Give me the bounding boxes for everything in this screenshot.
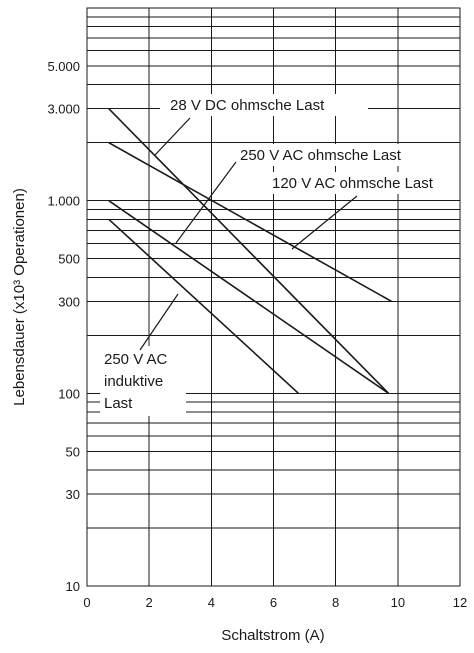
- annotation-28v-dc-leader: [154, 117, 191, 156]
- y-tick-label: 30: [66, 487, 80, 502]
- annotation-250v-ac-induktiv-line2: induktive: [104, 373, 163, 390]
- annotation-28v-dc: 28 V DC ohmsche Last: [154, 94, 368, 156]
- series-line-1: [108, 108, 390, 394]
- annotation-250v-ac-induktiv-line1: 250 V AC: [104, 351, 168, 368]
- plot-frame: [86, 7, 461, 587]
- y-tick-label: 3.000: [47, 102, 80, 117]
- x-axis-title: Schaltstrom (A): [221, 627, 324, 644]
- annotation-120v-ac: 120 V AC ohmsche Last: [268, 172, 460, 250]
- x-tick-label: 4: [208, 595, 215, 610]
- series-lines: [108, 108, 392, 394]
- y-tick-label: 10: [66, 579, 80, 594]
- series-line-4: [108, 218, 299, 394]
- annotation-250v-ac-ohmsch: 250 V AC ohmsche Last: [175, 144, 465, 244]
- series-line-2: [108, 142, 392, 303]
- y-tick-label: 1.000: [47, 194, 80, 209]
- x-tick-label: 10: [391, 595, 405, 610]
- x-tick-label: 2: [146, 595, 153, 610]
- y-axis-title: Lebensdauer (x10³ Operationen): [11, 188, 28, 406]
- annotation-250v-ac-induktiv-line3: Last: [104, 395, 133, 412]
- tick-labels: 0 2 4 6 8 10 12 10 30 50 100 300 500 1.000 3.000 5.000: [47, 59, 467, 610]
- y-tick-label: 100: [58, 386, 80, 401]
- x-tick-label: 12: [453, 595, 467, 610]
- grid: [87, 8, 460, 586]
- annotations: 28 V DC ohmsche Last 250 V AC ohmsche La…: [100, 94, 465, 416]
- annotation-250v-ac-induktiv-leader: [139, 293, 179, 351]
- annotation-120v-ac-text: 120 V AC ohmsche Last: [272, 175, 434, 192]
- annotation-250v-ac-ohmsch-leader: [175, 161, 237, 244]
- annotation-250v-ac-induktiv: 250 V AC induktive Last: [100, 293, 186, 416]
- x-tick-label: 8: [332, 595, 339, 610]
- y-tick-label: 50: [66, 444, 80, 459]
- series-line-3: [108, 200, 389, 394]
- x-tick-label: 0: [83, 595, 90, 610]
- y-tick-label: 300: [58, 294, 80, 309]
- annotation-250v-ac-ohmsch-text: 250 V AC ohmsche Last: [240, 147, 402, 164]
- y-tick-label: 500: [58, 252, 80, 267]
- annotation-28v-dc-text: 28 V DC ohmsche Last: [170, 97, 325, 114]
- x-tick-label: 6: [270, 595, 277, 610]
- y-tick-label: 5.000: [47, 59, 80, 74]
- annotation-120v-ac-leader: [291, 195, 358, 250]
